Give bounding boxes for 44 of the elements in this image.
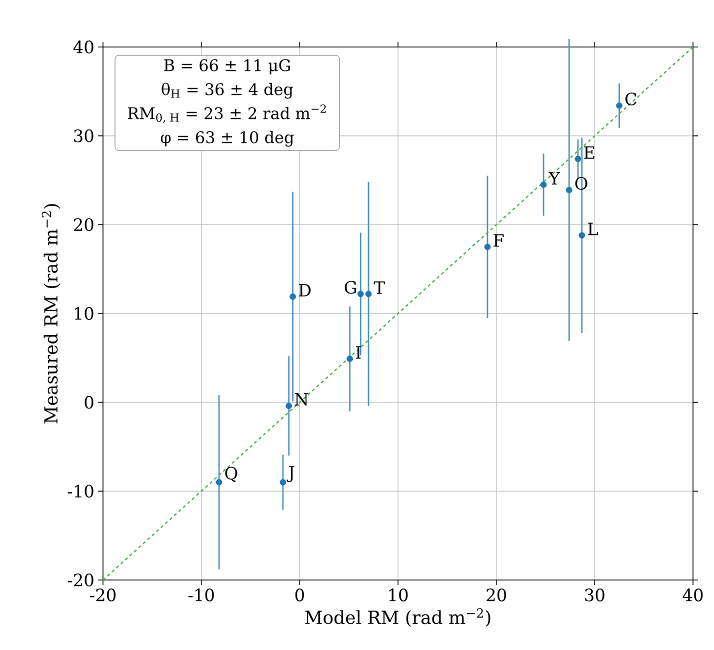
annotation: E <box>584 146 594 159</box>
annotation: RM$_{0, H}$ = 23 ± 2 rad m$^{−2}$ <box>128 104 326 124</box>
x-tick-label: 10 <box>389 588 408 602</box>
point <box>574 156 582 162</box>
annotation: φ = 63 ± 10 deg <box>160 130 294 147</box>
y-tick-label: 10 <box>74 307 94 320</box>
point <box>616 102 622 109</box>
annotation: G <box>344 280 356 294</box>
x-tick-label: -20 <box>90 588 116 602</box>
annotation: T <box>374 281 385 294</box>
point <box>566 186 572 194</box>
y-tick-label: 30 <box>74 129 94 142</box>
annotation: L <box>588 222 598 236</box>
x-tick-label: 30 <box>585 588 604 602</box>
y-axis-title: Measured RM (rad m$^{−2}$) <box>42 204 60 424</box>
point <box>365 290 372 298</box>
x-tick-label: 0 <box>295 588 304 602</box>
x-axis-title: Model RM (rad m$^{−2}$) <box>305 608 490 627</box>
annotation: C <box>625 92 636 106</box>
y-tick-label: -10 <box>68 484 94 498</box>
y-tick-label: -20 <box>68 574 94 586</box>
point <box>216 479 222 486</box>
x-tick-label: 40 <box>682 588 703 602</box>
x-tick-label: -10 <box>188 588 214 602</box>
point <box>357 290 364 298</box>
annotation: B = 66 ± 11 μG <box>164 59 290 74</box>
annotation: θ$_{H}$ = 36 ± 4 deg <box>162 82 294 99</box>
point <box>286 402 292 410</box>
annotation: D <box>298 284 311 296</box>
annotation: F <box>494 234 504 247</box>
y-tick-label: 40 <box>73 40 94 54</box>
point <box>280 479 286 486</box>
point <box>346 356 354 362</box>
annotation: N <box>294 393 308 406</box>
y-tick-label: 0 <box>84 396 94 409</box>
point <box>578 232 586 239</box>
y-tick-label: 20 <box>74 218 94 232</box>
point <box>540 181 547 188</box>
annotation: Q <box>225 466 238 482</box>
annotation: Y <box>548 172 560 184</box>
annotation: J <box>286 466 294 482</box>
point <box>484 244 491 250</box>
point <box>290 293 296 300</box>
x-tick-label: 20 <box>486 588 506 602</box>
